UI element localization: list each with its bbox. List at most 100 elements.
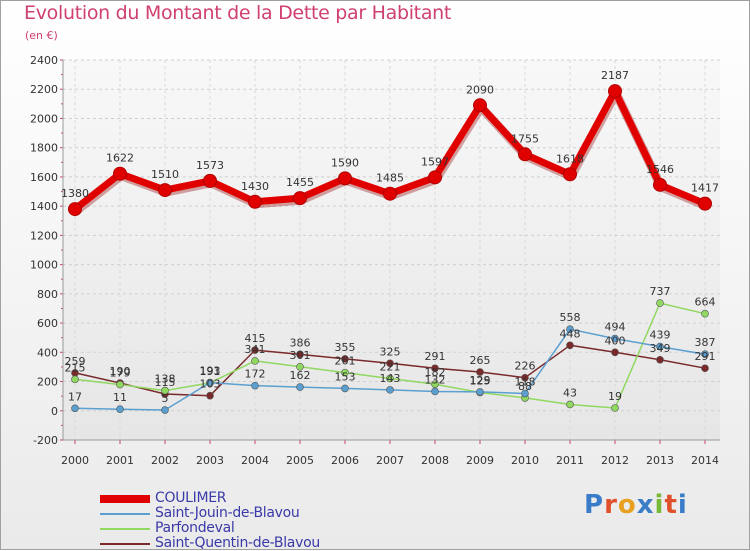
- series-point: [566, 400, 574, 409]
- x-tick-label: 2012: [601, 454, 629, 467]
- data-label: 221: [380, 360, 401, 373]
- y-tick-label: 2000: [30, 112, 58, 125]
- y-tick-label: 1400: [30, 200, 58, 213]
- data-label: 261: [335, 355, 356, 368]
- series-point: [476, 388, 484, 396]
- data-label: 138: [155, 373, 176, 386]
- series-point: [113, 166, 127, 181]
- series-point: [656, 299, 664, 307]
- series-point: [653, 177, 667, 192]
- series-point: [341, 368, 349, 377]
- data-label: 1590: [331, 156, 359, 169]
- x-tick-label: 2011: [556, 454, 584, 467]
- data-label: 193: [200, 365, 221, 378]
- data-label: 1485: [376, 172, 404, 185]
- series-point: [521, 373, 529, 382]
- series-point: [251, 357, 259, 365]
- data-label: 11: [113, 391, 127, 404]
- data-label: 349: [650, 342, 671, 355]
- logo-letter: x: [636, 490, 655, 520]
- data-label: 1546: [646, 163, 674, 176]
- series-layer: [68, 84, 712, 414]
- x-tick-label: 2000: [61, 454, 89, 467]
- series-point: [248, 194, 262, 209]
- series-point: [476, 368, 484, 376]
- data-label: 386: [290, 336, 311, 349]
- y-tick-label: 800: [37, 288, 58, 301]
- legend-swatch: [100, 513, 150, 515]
- data-label: 118: [515, 376, 536, 389]
- data-label: 5: [162, 392, 169, 405]
- data-label: 325: [380, 345, 401, 358]
- logo-letter: P: [584, 490, 605, 520]
- x-tick-label: 2001: [106, 454, 134, 467]
- series-point: [158, 183, 172, 198]
- x-tick-label: 2014: [691, 454, 719, 467]
- data-label: 190: [110, 365, 131, 378]
- logo-letter: t: [664, 490, 678, 520]
- series-point: [431, 380, 439, 388]
- data-label: 1455: [286, 176, 314, 189]
- y-tick-label: 1000: [30, 259, 58, 272]
- data-label: 341: [245, 343, 266, 356]
- series-point: [203, 173, 217, 188]
- unit-label: (en €): [25, 29, 58, 42]
- series-point: [656, 355, 664, 364]
- series-point: [566, 325, 574, 334]
- series-saint-jouin-de-blavou: [71, 325, 709, 414]
- legend-label: Saint-Quentin-de-Blavou: [155, 535, 320, 551]
- logo-letter: i: [677, 490, 688, 520]
- data-label: 1380: [61, 187, 89, 200]
- legend-label: COULIMER: [155, 490, 227, 506]
- series-point: [386, 374, 394, 383]
- data-label: 191: [200, 365, 221, 378]
- data-label: 1618: [556, 152, 584, 165]
- chart-title: Evolution du Montant de la Dette par Hab…: [24, 2, 452, 24]
- series-point: [341, 355, 349, 363]
- x-tick-label: 2008: [421, 454, 449, 467]
- data-label: 355: [335, 341, 356, 354]
- data-label: 153: [335, 370, 356, 383]
- series-point: [611, 334, 619, 343]
- data-label: 291: [695, 350, 716, 363]
- axes: -200 0 200 400 600 800 1000 1200 1400 1600 1800 200…: [30, 54, 720, 467]
- data-label: 265: [470, 354, 491, 367]
- x-tick-label: 2009: [466, 454, 494, 467]
- series-point: [293, 191, 307, 206]
- data-label: 162: [290, 369, 311, 382]
- data-label: 215: [65, 361, 86, 374]
- series-point: [161, 406, 169, 414]
- series-coulimer: [68, 84, 712, 217]
- series-point: [116, 380, 124, 389]
- data-label: 125: [470, 375, 491, 388]
- data-label: 1573: [196, 159, 224, 172]
- y-tick-label: 1200: [30, 229, 58, 242]
- y-tick-label: 2200: [30, 83, 58, 96]
- data-label: 2090: [466, 83, 494, 96]
- series-point: [563, 167, 577, 182]
- legend-label: Saint-Jouin-de-Blavou: [155, 505, 300, 521]
- series-point: [611, 404, 619, 412]
- series-point: [521, 389, 529, 398]
- data-label: 301: [290, 349, 311, 362]
- series-point: [518, 147, 532, 162]
- data-label: 88: [518, 380, 532, 393]
- data-label: 448: [560, 327, 581, 340]
- series-saint-quentin-de-blavou: [71, 341, 709, 400]
- data-label: 182: [425, 366, 446, 379]
- series-point: [656, 342, 664, 351]
- logo-letter: o: [617, 490, 637, 520]
- data-label: 439: [650, 329, 671, 342]
- data-label: 226: [515, 360, 536, 373]
- data-label: 494: [605, 321, 626, 334]
- logo-letter: i: [654, 490, 665, 520]
- data-label: 415: [245, 332, 266, 345]
- logo-letter: r: [604, 490, 618, 520]
- series-point: [251, 346, 259, 354]
- series-point: [611, 348, 619, 357]
- legend-label: Parfondeval: [155, 520, 235, 536]
- data-label: 1430: [241, 180, 269, 193]
- data-label: 259: [65, 355, 86, 368]
